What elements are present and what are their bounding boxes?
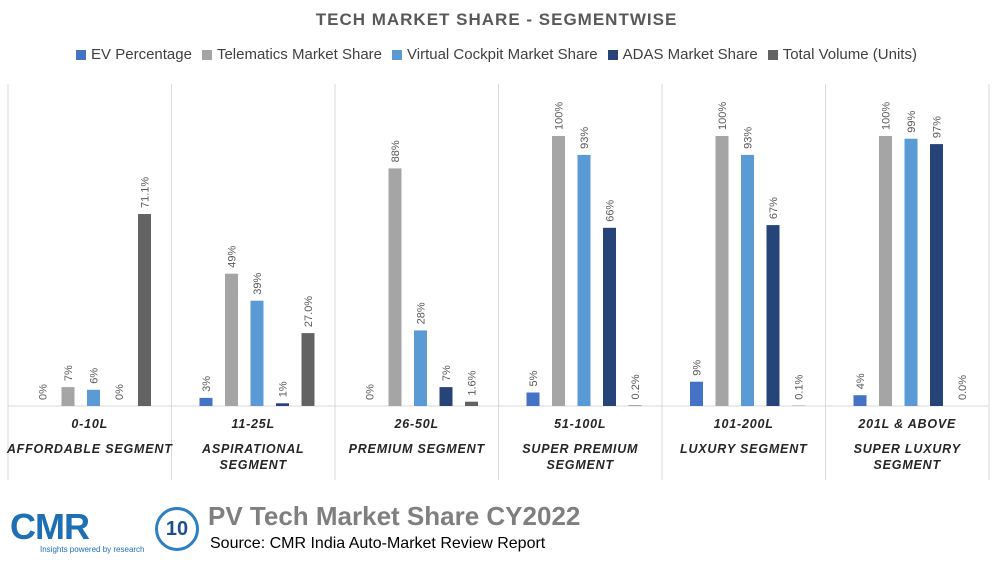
legend-item-2: Virtual Cockpit Market Share xyxy=(392,46,598,63)
chart-title: TECH MARKET SHARE - SEGMENTWISE xyxy=(315,10,678,29)
bar-3-0 xyxy=(526,392,540,406)
bar-label-5-2: 99% xyxy=(906,110,918,132)
legend-item-4: Total Volume (Units) xyxy=(767,46,917,63)
legend-swatch-0 xyxy=(76,49,87,60)
footer-title: PV Tech Market Share CY2022 xyxy=(208,501,581,531)
bar-label-0-0: 0% xyxy=(38,384,50,400)
bar-label-5-3: 97% xyxy=(932,116,944,138)
category-segment-1-0: ASPIRATIONAL xyxy=(201,442,304,456)
bar-label-3-4: 0.2% xyxy=(630,374,642,399)
chart-legend: EV Percentage Telematics Market Share Virt… xyxy=(0,46,993,63)
bar-label-3-1: 100% xyxy=(554,102,566,130)
legend-label-1: Telematics Market Share xyxy=(216,46,383,63)
bar-0-1 xyxy=(61,387,75,406)
bar-5-1 xyxy=(879,136,892,406)
bar-label-4-2: 93% xyxy=(743,127,755,149)
cmr-logo-tagline: Insights powered by research xyxy=(40,545,145,554)
bar-label-2-2: 28% xyxy=(416,302,428,324)
bar-label-0-1: 7% xyxy=(63,365,75,381)
bar-3-3 xyxy=(603,227,616,406)
bar-3-2 xyxy=(577,154,591,406)
footer-source: Source: CMR India Auto-Market Review Rep… xyxy=(210,535,546,552)
bar-label-1-0: 3% xyxy=(201,376,213,392)
bar-label-0-4: 71.1% xyxy=(140,177,152,208)
legend-label-3: ADAS Market Share xyxy=(622,46,758,63)
category-segment-5-1: SEGMENT xyxy=(874,458,942,472)
category-segment-3-1: SEGMENT xyxy=(547,458,615,472)
legend-swatch-2 xyxy=(392,49,403,60)
bar-label-1-1: 49% xyxy=(227,245,239,267)
bar-5-3 xyxy=(930,144,943,406)
bar-label-1-4: 27.0% xyxy=(303,296,315,327)
bar-label-4-4: 0.1% xyxy=(794,374,806,399)
bar-1-3 xyxy=(276,403,289,406)
bar-1-4 xyxy=(301,333,315,406)
bar-label-0-2: 6% xyxy=(89,368,101,384)
bar-4-1 xyxy=(715,136,729,406)
bar-1-0 xyxy=(199,397,213,406)
bar-2-1 xyxy=(388,168,402,406)
legend-item-0: EV Percentage xyxy=(76,46,192,63)
category-range-1: 11-25L xyxy=(232,417,275,431)
bar-label-2-4: 1.6% xyxy=(467,370,479,395)
bar-2-2 xyxy=(414,330,427,406)
bar-3-4 xyxy=(628,405,642,406)
legend-item-1: Telematics Market Share xyxy=(201,46,383,63)
legend-swatch-4 xyxy=(767,49,778,60)
category-range-2: 26-50L xyxy=(394,417,439,431)
cmr-logo-text: CMR xyxy=(10,506,90,547)
legend-item-3: ADAS Market Share xyxy=(607,46,758,63)
category-range-4: 101-200L xyxy=(714,417,774,431)
bar-label-4-3: 67% xyxy=(768,197,780,219)
category-segment-1-1: SEGMENT xyxy=(220,458,288,472)
bar-label-2-1: 88% xyxy=(390,140,402,162)
category-segment-5-0: SUPER LUXURY xyxy=(854,442,962,456)
category-segment-2-0: PREMIUM SEGMENT xyxy=(349,442,486,456)
bar-1-1 xyxy=(225,273,238,406)
bar-label-0-3: 0% xyxy=(114,384,126,400)
legend-label-4: Total Volume (Units) xyxy=(782,46,917,63)
bar-label-4-0: 9% xyxy=(692,360,704,376)
legend-swatch-1 xyxy=(201,49,212,60)
bar-label-4-1: 100% xyxy=(717,102,729,130)
bar-label-5-4: 0.0% xyxy=(957,375,969,400)
category-segment-0-0: AFFORDABLE SEGMENT xyxy=(6,442,173,456)
bar-label-2-0: 0% xyxy=(365,384,377,400)
bar-label-3-0: 5% xyxy=(528,370,540,386)
legend-label-2: Virtual Cockpit Market Share xyxy=(407,46,598,63)
legend-swatch-3 xyxy=(607,49,618,60)
bar-label-5-0: 4% xyxy=(855,373,867,389)
bar-1-2 xyxy=(250,300,264,406)
bar-label-2-3: 7% xyxy=(441,365,453,381)
bar-label-3-3: 66% xyxy=(605,200,617,222)
bar-0-2 xyxy=(87,389,100,406)
footer: CMR Insights powered by research 10 PV T… xyxy=(0,495,993,575)
category-range-3: 51-100L xyxy=(554,417,606,431)
bar-2-4 xyxy=(465,401,478,406)
bar-2-3 xyxy=(439,387,453,406)
anniversary-badge-icon: 10 xyxy=(155,507,199,551)
bar-label-1-2: 39% xyxy=(252,272,264,294)
category-segment-3-0: SUPER PREMIUM xyxy=(522,442,638,456)
bar-0-4 xyxy=(138,214,151,406)
bar-4-0 xyxy=(690,381,703,406)
bar-4-2 xyxy=(741,154,754,406)
cmr-logo: CMR Insights powered by research 10 xyxy=(10,501,200,557)
legend-label-0: EV Percentage xyxy=(91,46,192,63)
category-range-0: 0-10L xyxy=(71,417,108,431)
category-range-5: 201L & ABOVE xyxy=(857,417,956,431)
bar-label-3-2: 93% xyxy=(579,127,591,149)
bar-4-3 xyxy=(766,225,780,406)
bar-3-1 xyxy=(552,136,565,406)
bar-label-5-1: 100% xyxy=(881,102,893,130)
bar-5-0 xyxy=(853,395,867,406)
category-segment-4-0: LUXURY SEGMENT xyxy=(680,442,808,456)
bar-chart-plot: 0% 7% 6% 0% 71.1% 0-10L AFFORDABLE SEGMENT 3% 49… xyxy=(6,84,990,480)
bar-label-1-3: 1% xyxy=(278,381,290,397)
bar-5-2 xyxy=(904,138,918,406)
